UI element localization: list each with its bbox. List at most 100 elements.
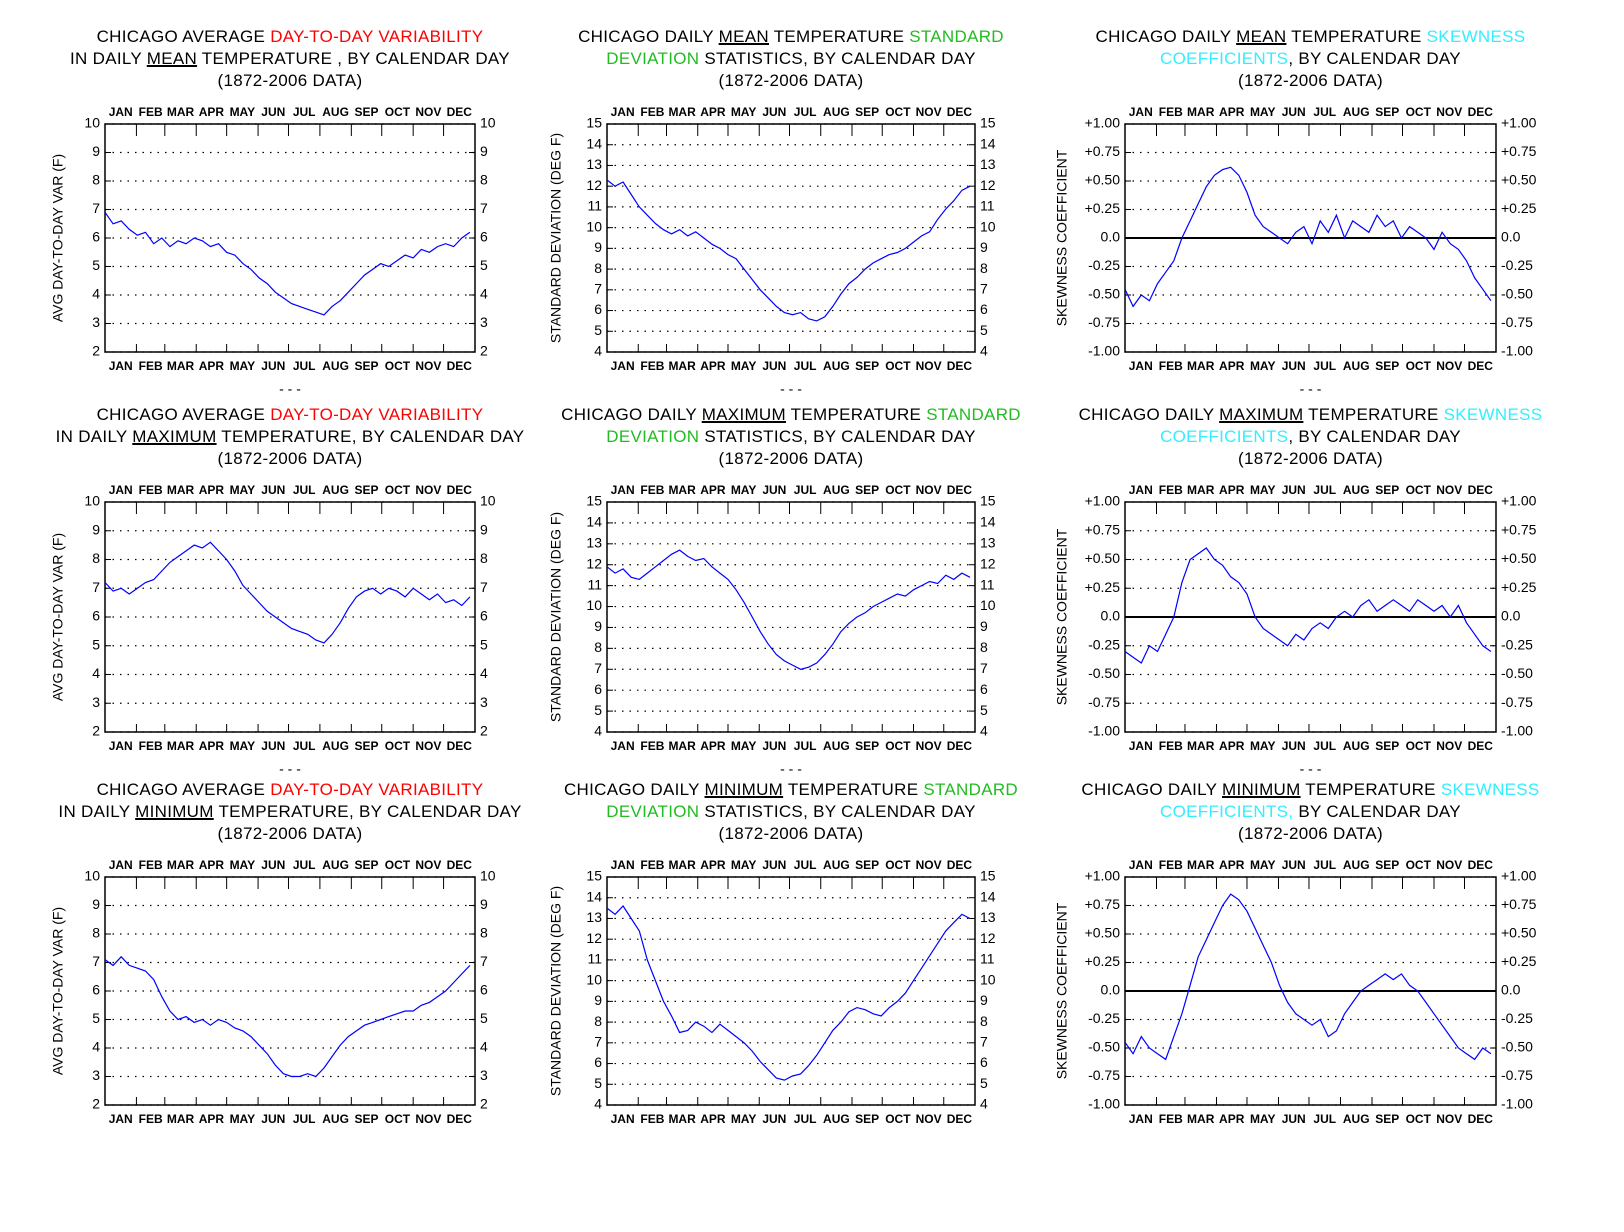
x-tick-label: FEB: [139, 1112, 163, 1126]
title-line: CHICAGO DAILY MINIMUM TEMPERATURE SKEWNE…: [1051, 779, 1571, 801]
x-tick-label: JUN: [261, 739, 285, 753]
x-tick-label-top: NOV: [415, 858, 441, 872]
title-segment: TEMPERATURE: [1286, 27, 1427, 46]
x-tick-label-top: SEP: [1375, 105, 1399, 119]
y-tick-label: +0.75: [1085, 896, 1121, 912]
title-segment: TEMPERATURE , BY CALENDAR DAY: [197, 49, 510, 68]
title-segment: IN DAILY: [55, 427, 133, 446]
y-tick-label: 4: [594, 723, 602, 739]
x-tick-label-top: OCT: [885, 858, 911, 872]
y-tick-label-right: 8: [980, 639, 988, 655]
y-tick-label-right: 7: [980, 1034, 988, 1050]
x-tick-label: NOV: [916, 359, 942, 373]
title-segment: (1872-2006 DATA): [718, 449, 864, 468]
y-tick-label: 8: [594, 260, 602, 276]
x-tick-label-top: JUN: [261, 105, 285, 119]
x-tick-label-top: DEC: [447, 105, 473, 119]
y-tick-label: +0.50: [1085, 172, 1121, 188]
x-tick-label: JUL: [1313, 1112, 1336, 1126]
title-segment: TEMPERATURE: [1303, 405, 1444, 424]
x-tick-label-top: AUG: [322, 858, 349, 872]
y-tick-label-right: +0.50: [1501, 925, 1537, 941]
y-tick-label: 11: [587, 576, 602, 592]
x-tick-label: FEB: [640, 739, 664, 753]
title-segment: STANDARD: [923, 780, 1019, 799]
y-tick-label-right: 7: [480, 579, 488, 595]
x-tick-label-top: JAN: [109, 483, 133, 497]
y-tick-label: 15: [586, 493, 602, 509]
x-tick-label: AUG: [1343, 739, 1370, 753]
title-segment: CHICAGO DAILY: [1081, 780, 1222, 799]
y-tick-label-right: +1.00: [1501, 115, 1537, 131]
x-tick-label: AUG: [823, 739, 850, 753]
title-segment: SKEWNESS: [1443, 405, 1543, 424]
title-segment: BY CALENDAR DAY: [1293, 802, 1461, 821]
x-tick-label: NOV: [1436, 359, 1462, 373]
title-segment: CHICAGO DAILY: [563, 780, 705, 799]
y-tick-label: 4: [92, 286, 100, 302]
x-tick-label: MAR: [167, 1112, 195, 1126]
y-tick-label: 7: [92, 200, 100, 216]
x-tick-label-top: MAY: [1250, 483, 1276, 497]
title-segment: (1872-2006 DATA): [217, 824, 363, 843]
y-tick-label: -0.25: [1088, 636, 1120, 652]
title-segment: CHICAGO DAILY: [578, 27, 719, 46]
y-tick-label-right: 12: [980, 930, 996, 946]
x-tick-label: MAR: [668, 1112, 696, 1126]
x-tick-label: DEC: [947, 739, 973, 753]
plot-frame: [1124, 501, 1497, 733]
title-line: CHICAGO DAILY MEAN TEMPERATURE STANDARD: [531, 26, 1051, 48]
y-tick-label: 9: [92, 521, 100, 537]
y-tick-label-right: 4: [480, 665, 488, 681]
title-segment: DEVIATION: [606, 49, 700, 68]
title-segment: TEMPERATURE: [785, 405, 927, 424]
y-tick-label: 5: [92, 257, 100, 273]
y-tick-label: -0.50: [1088, 1039, 1120, 1055]
x-tick-label-top: JAN: [1129, 858, 1153, 872]
title-line: CHICAGO DAILY MINIMUM TEMPERATURE STANDA…: [531, 779, 1051, 801]
x-tick-label: JAN: [109, 1112, 133, 1126]
title-line: CHICAGO AVERAGE DAY-TO-DAY VARIABILITY: [30, 779, 550, 801]
title-segment: (1872-2006 DATA): [1238, 449, 1383, 468]
title-line: COEFFICIENTS, BY CALENDAR DAY: [1051, 48, 1571, 70]
plot-frame: [606, 876, 976, 1106]
y-tick-label-right: 5: [480, 1010, 488, 1026]
x-tick-label: FEB: [139, 359, 163, 373]
x-tick-label-top: OCT: [1406, 483, 1432, 497]
title-segment: DAY-TO-DAY VARIABILITY: [270, 27, 484, 46]
x-tick-label-top: FEB: [1159, 483, 1183, 497]
y-tick-label-right: 7: [480, 953, 488, 969]
y-tick-label: 6: [92, 608, 100, 624]
y-tick-label-right: -1.00: [1501, 723, 1533, 739]
y-tick-label: -0.75: [1088, 694, 1120, 710]
title-segment: MEAN: [1236, 27, 1287, 46]
y-tick-label-right: 13: [980, 156, 996, 172]
x-tick-label-top: MAY: [731, 105, 757, 119]
y-axis-label: STANDARD DEVIATION (DEG F): [548, 133, 564, 343]
x-tick-label: JUN: [762, 359, 786, 373]
chart-title: CHICAGO AVERAGE DAY-TO-DAY VARIABILITY IN…: [30, 404, 550, 470]
x-tick-label: OCT: [885, 739, 911, 753]
y-tick-label: 7: [594, 660, 602, 676]
x-tick-label: FEB: [640, 1112, 664, 1126]
y-tick-label-right: 8: [480, 550, 488, 566]
y-tick-label-right: +0.25: [1501, 953, 1537, 969]
x-tick-label-top: JUL: [293, 105, 316, 119]
x-tick-label-top: JAN: [1129, 483, 1153, 497]
y-tick-label: 14: [586, 135, 602, 151]
y-tick-label-right: 0.0: [1501, 982, 1521, 998]
x-tick-label-top: NOV: [1436, 858, 1462, 872]
title-segment: IN DAILY: [70, 49, 147, 68]
y-tick-label: 9: [92, 896, 100, 912]
title-segment: (1872-2006 DATA): [217, 449, 363, 468]
y-tick-label: 2: [92, 723, 100, 739]
data-line: [104, 955, 471, 1078]
y-tick-label-right: 13: [980, 909, 996, 925]
x-tick-label: AUG: [1343, 1112, 1370, 1126]
y-tick-label-right: 12: [980, 555, 996, 571]
x-tick-label-top: JUL: [794, 858, 817, 872]
title-line: (1872-2006 DATA): [1051, 823, 1571, 845]
x-tick-label: JAN: [611, 359, 635, 373]
